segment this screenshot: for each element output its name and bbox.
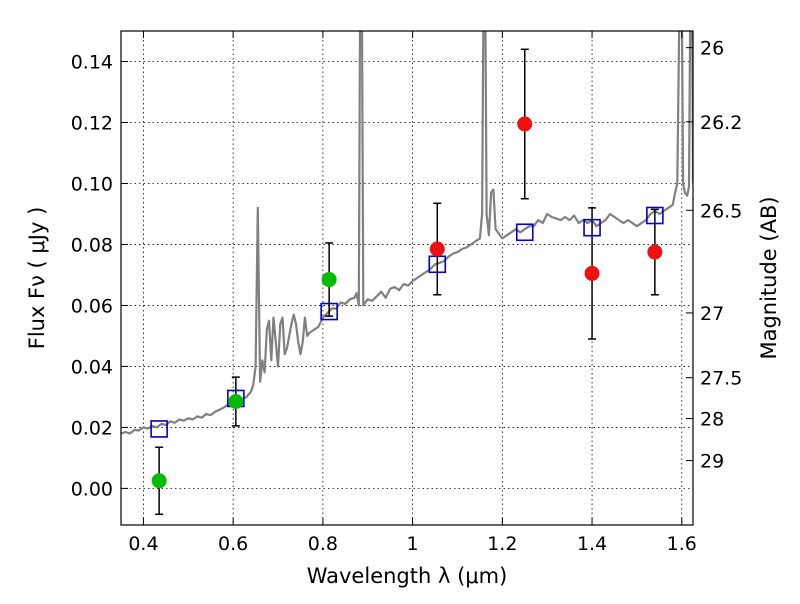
model-photometry-square [646,206,664,225]
y-tick-label: 0.10 [71,173,113,195]
y-tick-label: 0.08 [71,234,113,256]
model-photometry-square [583,218,601,237]
y-tick-label: 0.12 [71,112,113,134]
x-tick-label: 1 [407,533,419,555]
observed-flux-point [228,394,244,409]
x-tick-label: 0.8 [308,533,338,555]
x-tick-label: 1.4 [577,533,607,555]
model-photometry-square [515,223,534,242]
y2-tick-label: 26 [700,38,724,60]
y2-axis-label: Magnitude (AB) [757,196,781,359]
plot-area-background [121,31,693,525]
y2-tick-label: 28 [700,409,724,431]
y-tick-label: 0.00 [71,478,113,500]
x-tick-label: 0.4 [128,533,158,555]
observed-flux-point [584,265,600,281]
x-tick-label: 0.6 [218,533,248,555]
y-tick-label: 0.04 [71,356,113,378]
y-tick-label: 0.14 [71,51,113,73]
y2-tick-label: 26.5 [700,200,742,222]
model-photometry-square [320,302,338,321]
x-axis-label: Wavelength λ (μm) [307,564,508,588]
data-layer [121,31,693,516]
tick-layer: 0.4 0.6 0.8 1 1.2 1.4 1.6 0.00 0.02 0.04 0.06 0.08 0… [71,31,742,555]
plot-frame [120,30,694,526]
x-tick-label: 1.6 [667,533,697,555]
observed-flux-point [321,272,337,288]
y-tick-label: 0.02 [71,417,113,439]
observed-flux-point [151,473,167,489]
observed-flux-point [647,244,663,260]
observed-flux-point [517,116,533,132]
y2-tick-label: 27 [700,303,724,325]
y2-tick-label: 26.2 [700,112,742,134]
y-tick-label: 0.06 [71,295,113,317]
y-axis-label: Flux Fν ( μJy ) [25,207,49,350]
y2-tick-label: 27.5 [700,368,742,390]
x-tick-label: 1.2 [487,533,517,555]
observed-flux-point [429,241,445,257]
y2-tick-label: 29 [700,451,724,473]
model-photometry-square [150,420,168,438]
